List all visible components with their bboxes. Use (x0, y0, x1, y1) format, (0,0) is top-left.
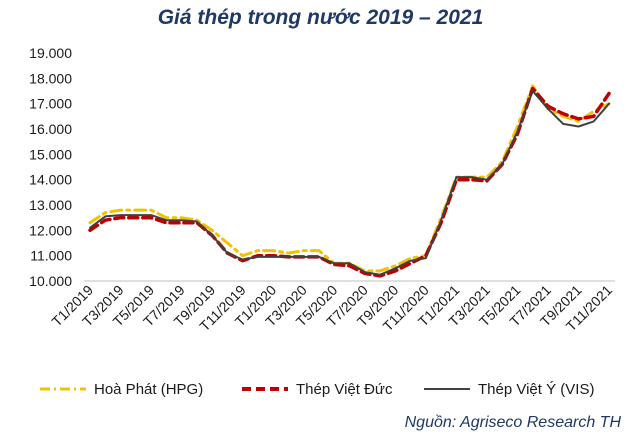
legend-swatch-viet-duc (242, 387, 288, 391)
y-tick-label: 11.000 (30, 248, 72, 264)
series-line-ho-ph-t-hpg (88, 84, 611, 273)
y-tick-label: 17.000 (29, 96, 72, 112)
x-axis: T1/2019T3/2019T5/2019T7/2019T9/2019T11/2… (48, 280, 615, 334)
legend-label-hoa-phat: Hoà Phát (HPG) (94, 380, 204, 398)
legend-label-viet-y: Thép Việt Ý (VIS) (478, 380, 595, 398)
y-tick-label: 14.000 (29, 172, 72, 188)
y-tick-label: 19.000 (29, 45, 72, 61)
legend-item-viet-y: Thép Việt Ý (VIS) (422, 377, 594, 401)
y-tick-label: 16.000 (29, 121, 72, 137)
series-line-th-p-vi-t-vis (89, 90, 610, 276)
legend-item-viet-duc: Thép Việt Đức (240, 377, 392, 401)
series-layer (88, 84, 611, 278)
legend-swatch-hoa-phat (40, 387, 86, 391)
y-tick-label: 15.000 (29, 146, 72, 162)
y-tick-label: 18.000 (29, 70, 72, 86)
series-line-th-p-vi-t-c (88, 86, 611, 278)
y-tick-label: 13.000 (29, 197, 72, 213)
legend-label-viet-duc: Thép Việt Đức (296, 380, 393, 398)
chart-title: Giá thép trong nước 2019 – 2021 (157, 6, 484, 29)
legend-swatch-viet-y (424, 388, 470, 390)
y-tick-label: 12.000 (29, 222, 72, 238)
legend: Hoà Phát (HPG) Thép Việt Đức Thép Việt Ý… (0, 377, 641, 401)
y-axis: 10.000 11.000 12.000 13.000 14.000 15.000 16.0… (29, 45, 72, 289)
y-tick-label: 10.000 (29, 273, 72, 289)
legend-item-hoa-phat: Hoà Phát (HPG) (38, 377, 203, 401)
source-note: Nguồn: Agriseco Research TH (404, 414, 621, 431)
